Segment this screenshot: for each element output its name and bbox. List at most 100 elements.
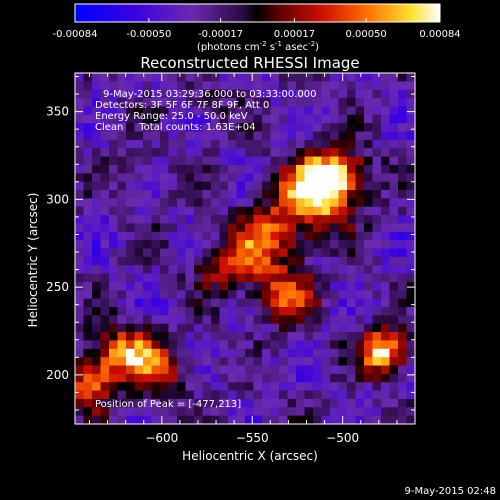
heatmap-cell [330, 357, 339, 366]
heatmap-cell [109, 181, 118, 191]
heatmap-cell [406, 281, 416, 291]
heatmap-cell [219, 365, 229, 375]
heatmap-cell [177, 148, 186, 157]
heatmap-cell [160, 315, 169, 325]
heatmap-cell [100, 390, 110, 400]
heatmap-cell [151, 164, 161, 174]
heatmap-cell [313, 248, 322, 258]
heatmap-cell [253, 198, 263, 208]
heatmap-cell [83, 106, 93, 116]
heatmap-cell [185, 281, 195, 291]
heatmap-cell [270, 348, 280, 358]
colorbar [74, 3, 441, 23]
heatmap-cell [389, 215, 399, 224]
heatmap-cell [194, 173, 203, 183]
heatmap-cell [177, 373, 186, 383]
heatmap-cell [406, 357, 416, 366]
heatmap-cell [270, 340, 280, 350]
heatmap-cell [245, 73, 254, 82]
heatmap-cell [304, 190, 314, 199]
heatmap-cell [151, 173, 161, 183]
heatmap-cell [372, 215, 382, 224]
heatmap-cell [219, 357, 229, 366]
heatmap-cell [372, 373, 382, 383]
heatmap-cell [321, 139, 331, 149]
heatmap-cell [219, 215, 229, 224]
heatmap-cell [364, 164, 373, 174]
heatmap-cell [177, 240, 186, 249]
heatmap-cell [347, 73, 356, 82]
heatmap-cell [75, 340, 84, 350]
heatmap-cell [304, 106, 314, 116]
heatmap-cell [398, 390, 407, 400]
heatmap-cell [168, 298, 178, 308]
heatmap-cell [287, 89, 297, 99]
heatmap-cell [287, 256, 297, 266]
heatmap-cell [279, 240, 288, 249]
heatmap-cell [372, 173, 382, 183]
heatmap-cell [168, 181, 178, 191]
heatmap-cell [126, 231, 135, 241]
heatmap-cell [219, 190, 229, 199]
heatmap-cell [219, 164, 229, 174]
heatmap-cell [177, 348, 186, 358]
heatmap-cell [372, 273, 382, 283]
heatmap-cell [262, 81, 271, 91]
heatmap-cell [245, 248, 254, 258]
heatmap-cell [211, 357, 220, 366]
heatmap-cell [321, 240, 331, 249]
heatmap-cell [398, 106, 407, 116]
heatmap-cell [202, 323, 212, 333]
heatmap-cell [185, 332, 195, 341]
heatmap-cell [202, 215, 212, 224]
heatmap-cell [389, 273, 399, 283]
heatmap-cell [117, 148, 127, 157]
heatmap-cell [338, 265, 348, 274]
heatmap-cell [100, 131, 110, 141]
heatmap-cell [296, 139, 305, 149]
heatmap-cell [347, 131, 356, 141]
heatmap-cell [270, 398, 280, 408]
heatmap-cell [236, 307, 246, 316]
heatmap-cell [296, 198, 305, 208]
heatmap-cell [245, 290, 254, 300]
heatmap-cell [92, 231, 101, 241]
heatmap-cell [151, 348, 161, 358]
heatmap-cell [75, 181, 84, 191]
heatmap-cell [372, 290, 382, 300]
heatmap-cell [236, 148, 246, 157]
heatmap-cell [381, 390, 390, 400]
x-axis-tick-labels: −600 −550 −500 [145, 431, 359, 445]
heatmap-cell [321, 415, 331, 425]
heatmap-cell [100, 148, 110, 157]
heatmap-cell [347, 156, 356, 166]
heatmap-cell [313, 123, 322, 132]
heatmap-cell [109, 407, 118, 417]
heatmap-cell [126, 73, 135, 82]
heatmap-cell [406, 323, 416, 333]
heatmap-cell [236, 89, 246, 99]
heatmap-cell [185, 323, 195, 333]
heatmap-cell [287, 332, 297, 341]
heatmap-cell [304, 390, 314, 400]
heatmap-cell [151, 240, 161, 249]
heatmap-cell [262, 390, 271, 400]
heatmap-cell [160, 248, 169, 258]
heatmap-cell [364, 290, 373, 300]
heatmap-cell [117, 281, 127, 291]
heatmap-cell [372, 123, 382, 132]
heatmap-cell [330, 231, 339, 241]
heatmap-cell [92, 181, 101, 191]
heatmap-cell [168, 164, 178, 174]
heatmap-cell [364, 106, 373, 116]
heatmap-cell [347, 181, 356, 191]
heatmap-cell [236, 131, 246, 141]
heatmap-cell [117, 131, 127, 141]
heatmap-cell [245, 181, 254, 191]
heatmap-cell [92, 348, 101, 358]
heatmap-cell [296, 373, 305, 383]
heatmap-cell [406, 373, 416, 383]
heatmap-cell [151, 315, 161, 325]
heatmap-cell [228, 365, 237, 375]
heatmap-cell [143, 248, 152, 258]
